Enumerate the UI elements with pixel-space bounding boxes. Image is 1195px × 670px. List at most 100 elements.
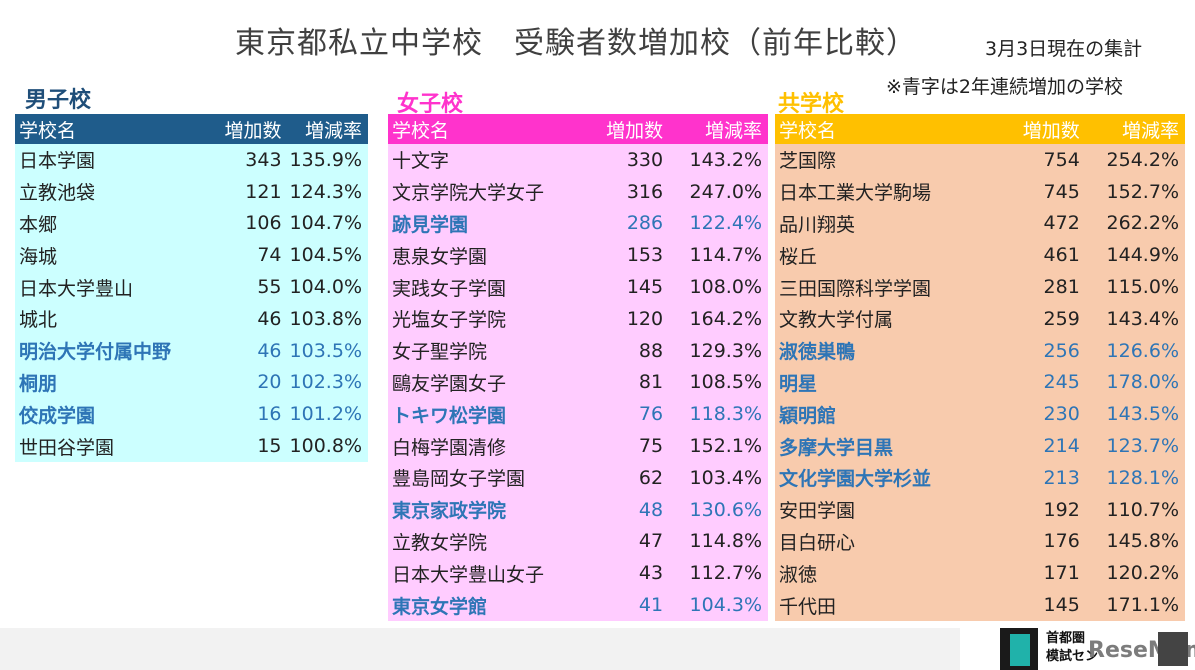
school-name-cell: トキワ松学園 (392, 404, 507, 427)
school-name-cell: 文化学園大学杉並 (779, 468, 932, 491)
boys-schools-table: 学校名 増加数 増減率 日本学園 343 135.9% 立教池袋 121 124.3% 本郷… (15, 114, 368, 462)
rate-cell: 104.5% (289, 244, 362, 267)
school-name-cell: 桐朋 (19, 372, 58, 395)
school-name-cell: 海城 (19, 245, 58, 268)
table-row: 多摩大学目黒 214 123.7% (775, 430, 1185, 462)
school-name-cell: 佼成学園 (19, 404, 96, 427)
school-name-cell: 日本学園 (19, 150, 96, 173)
table-row: 立教池袋 121 124.3% (15, 175, 368, 208)
rate-cell: 103.8% (289, 307, 362, 330)
table-header: 学校名 増加数 増減率 (388, 114, 768, 144)
increase-cell: 76 (638, 403, 664, 426)
rate-cell: 110.7% (1106, 498, 1179, 521)
increase-cell: 15 (257, 435, 282, 458)
table-row: トキワ松学園 76 118.3% (388, 398, 768, 431)
rate-cell: 114.8% (689, 530, 762, 553)
increase-cell: 745 (1043, 180, 1080, 203)
increase-cell: 145 (626, 276, 664, 299)
increase-cell: 106 (245, 212, 282, 235)
rate-cell: 114.7% (689, 244, 762, 267)
header-school-name: 学校名 (392, 119, 450, 142)
table-row: 光塩女子学院 120 164.2% (388, 302, 768, 335)
table-row: 白梅学園清修 75 152.1% (388, 430, 768, 462)
table-row: 桜丘 461 144.9% (775, 239, 1185, 272)
boys-section-label: 男子校 (25, 88, 92, 113)
increase-cell: 120 (626, 307, 664, 330)
table-row: 桐朋 20 102.3% (15, 366, 368, 399)
rate-cell: 100.8% (289, 435, 362, 458)
school-name-cell: 十文字 (392, 150, 450, 173)
rate-cell: 128.1% (1106, 466, 1179, 489)
school-name-cell: 穎明館 (779, 404, 837, 427)
rate-cell: 152.7% (1106, 180, 1179, 203)
school-name-cell: 日本工業大学駒場 (779, 182, 932, 205)
school-name-cell: 日本大学豊山女子 (392, 563, 545, 586)
table-row: 東京家政学院 48 130.6% (388, 493, 768, 526)
rate-cell: 101.2% (289, 403, 362, 426)
increase-cell: 62 (638, 466, 664, 489)
legend-note: ※青字は2年連続増加の学校 (886, 76, 1124, 98)
table-row: 恵泉女学園 153 114.7% (388, 239, 768, 272)
increase-cell: 330 (626, 148, 664, 171)
increase-cell: 245 (1043, 371, 1080, 394)
rate-cell: 122.4% (689, 212, 762, 235)
table-row: 日本学園 343 135.9% (15, 144, 368, 176)
table-header: 学校名 増加数 増減率 (775, 114, 1185, 144)
rate-cell: 126.6% (1106, 339, 1179, 362)
increase-cell: 47 (638, 530, 664, 553)
table-row: 目白研心 176 145.8% (775, 525, 1185, 558)
rate-cell: 178.0% (1106, 371, 1179, 394)
page-title: 東京都私立中学校 受験者数増加校（前年比較） (235, 26, 917, 61)
school-name-cell: 三田国際科学学園 (779, 277, 932, 300)
increase-cell: 171 (1043, 562, 1080, 585)
table-row: 日本工業大学駒場 745 152.7% (775, 175, 1185, 208)
table-row: 淑徳巣鴨 256 126.6% (775, 334, 1185, 367)
increase-cell: 472 (1043, 212, 1080, 235)
table-row: 千代田 145 171.1% (775, 589, 1185, 621)
table-row: 実践女子学園 145 108.0% (388, 271, 768, 303)
girls-section-label: 女子校 (397, 92, 464, 117)
footer-band (0, 628, 960, 670)
table-row: 東京女学館 41 104.3% (388, 589, 768, 621)
increase-cell: 153 (626, 244, 664, 267)
rate-cell: 145.8% (1106, 530, 1179, 553)
increase-cell: 55 (257, 276, 282, 299)
rate-cell: 143.5% (1106, 403, 1179, 426)
rate-cell: 143.2% (689, 148, 762, 171)
increase-cell: 281 (1043, 276, 1080, 299)
table-row: 日本大学豊山 55 104.0% (15, 271, 368, 303)
table-row: 文教大学付属 259 143.4% (775, 302, 1185, 335)
rate-cell: 123.7% (1106, 435, 1179, 458)
rate-cell: 124.3% (289, 180, 362, 203)
header-increase: 増加数 (606, 119, 664, 142)
school-name-cell: 東京女学館 (392, 595, 488, 618)
increase-cell: 16 (257, 403, 282, 426)
school-name-cell: 日本大学豊山 (19, 277, 134, 300)
increase-cell: 343 (245, 148, 282, 171)
header-rate: 増減率 (304, 119, 362, 142)
school-name-cell: 文教大学付属 (779, 309, 894, 332)
increase-cell: 461 (1043, 244, 1080, 267)
girls-schools-table: 学校名 増加数 増減率 十文字 330 143.2% 文京学院大学女子 316 247.0… (388, 114, 768, 621)
rate-cell: 112.7% (689, 562, 762, 585)
school-name-cell: 立教女学院 (392, 531, 488, 554)
rate-cell: 103.5% (289, 339, 362, 362)
table-row: 三田国際科学学園 281 115.0% (775, 271, 1185, 303)
as-of-date: 3月3日現在の集計 (985, 38, 1143, 60)
table-row: 明治大学付属中野 46 103.5% (15, 334, 368, 367)
school-name-cell: 品川翔英 (779, 213, 856, 236)
school-name-cell: 東京家政学院 (392, 500, 507, 523)
header-school-name: 学校名 (19, 119, 77, 142)
rate-cell: 108.5% (689, 371, 762, 394)
increase-cell: 192 (1043, 498, 1080, 521)
increase-cell: 316 (626, 180, 664, 203)
rate-cell: 143.4% (1106, 307, 1179, 330)
rate-cell: 108.0% (689, 276, 762, 299)
table-row: 立教女学院 47 114.8% (388, 525, 768, 558)
increase-cell: 46 (257, 307, 282, 330)
school-name-cell: 鷗友学園女子 (392, 372, 507, 395)
increase-cell: 286 (626, 212, 664, 235)
table-row: 本郷 106 104.7% (15, 207, 368, 240)
school-name-cell: 千代田 (779, 595, 837, 618)
rate-cell: 118.3% (689, 403, 762, 426)
